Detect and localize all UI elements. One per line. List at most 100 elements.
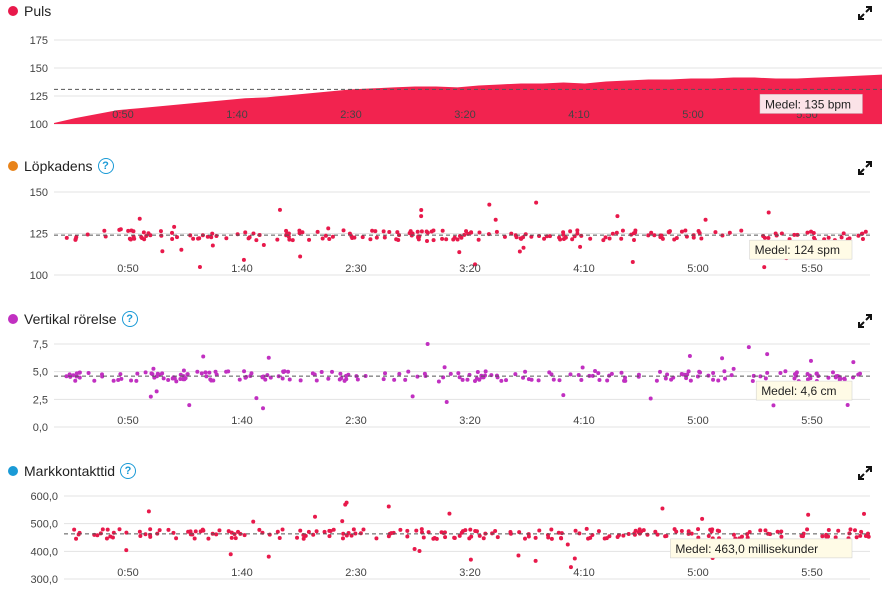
data-point — [688, 378, 693, 383]
data-point — [419, 214, 424, 219]
chart-vert: 7,5 5,0 2,5 0,0 0:50 1:40 2:30 3:20 4:10 5:00 5:50… — [33, 339, 870, 434]
data-point — [456, 371, 461, 376]
data-point — [667, 229, 672, 234]
data-point — [516, 553, 521, 558]
data-point — [307, 237, 312, 242]
data-point — [74, 536, 79, 541]
data-point — [841, 231, 846, 236]
data-point — [349, 533, 354, 538]
data-point — [626, 532, 631, 537]
help-icon[interactable]: ? — [97, 158, 114, 174]
data-point — [268, 375, 273, 380]
data-point — [565, 542, 570, 547]
data-point — [242, 369, 247, 374]
data-point — [632, 531, 637, 536]
data-point — [143, 370, 148, 375]
x-tick-label: 5:50 — [801, 263, 822, 275]
data-point — [368, 237, 373, 242]
data-point — [338, 371, 343, 376]
expand-icon[interactable] — [858, 161, 872, 175]
panel-title: Löpkadens — [24, 158, 93, 174]
data-point — [534, 200, 539, 205]
expand-icon[interactable] — [858, 314, 872, 328]
x-tick-label: 1:40 — [231, 415, 252, 427]
data-point — [805, 377, 810, 382]
data-point — [851, 360, 856, 365]
data-point — [358, 531, 363, 536]
data-point — [187, 403, 192, 408]
data-point — [536, 378, 541, 383]
y-tick-label: 125 — [30, 229, 48, 241]
series-dot — [8, 161, 18, 171]
average-label-box — [670, 538, 853, 559]
data-point — [331, 527, 336, 532]
data-point — [111, 378, 116, 383]
y-tick-label: 0,0 — [33, 422, 48, 434]
data-point — [146, 509, 151, 514]
data-point — [533, 558, 538, 563]
data-point — [205, 234, 210, 239]
data-point — [148, 534, 153, 539]
data-point — [579, 378, 584, 383]
data-point — [691, 235, 696, 240]
data-point — [547, 234, 552, 239]
data-point — [722, 369, 727, 374]
data-point — [689, 531, 694, 536]
data-point — [517, 249, 522, 254]
panel-title: Puls — [24, 3, 52, 19]
help-icon[interactable]: ? — [120, 463, 137, 479]
series-dot — [8, 314, 18, 324]
data-point — [700, 516, 705, 521]
data-point — [542, 236, 547, 241]
data-point — [568, 372, 573, 377]
data-point — [857, 371, 862, 376]
data-point — [596, 371, 601, 376]
data-point — [370, 228, 375, 233]
data-point — [281, 370, 286, 375]
data-point — [444, 237, 449, 242]
data-point — [181, 368, 186, 373]
data-point — [71, 373, 76, 378]
data-point — [557, 378, 562, 383]
data-point — [412, 547, 417, 552]
expand-icon[interactable] — [858, 466, 872, 480]
data-point — [460, 377, 465, 382]
data-point — [590, 373, 595, 378]
y-tick-label: 150 — [30, 187, 48, 199]
data-point — [575, 228, 580, 233]
data-point — [794, 370, 799, 375]
data-point — [214, 233, 219, 238]
data-point — [459, 235, 464, 240]
data-point — [442, 365, 447, 370]
data-point — [257, 527, 262, 532]
data-point — [455, 237, 460, 242]
data-point — [826, 235, 831, 240]
data-point — [750, 379, 755, 384]
data-point — [301, 536, 306, 541]
data-point — [323, 233, 328, 238]
data-point — [100, 374, 105, 379]
data-point — [685, 372, 690, 377]
data-point — [77, 370, 82, 375]
data-point — [615, 214, 620, 219]
data-point — [739, 534, 744, 539]
help-icon[interactable]: ? — [121, 311, 138, 327]
data-point — [246, 236, 251, 241]
data-point — [826, 534, 831, 539]
expand-icon[interactable] — [858, 6, 872, 20]
data-point — [315, 229, 320, 234]
panel-header: Löpkadens ? — [8, 155, 114, 177]
data-point — [487, 202, 492, 207]
data-point — [306, 529, 311, 534]
data-point — [680, 372, 685, 377]
data-point — [386, 504, 391, 509]
average-label: Medel: 463,0 millisekunder — [675, 542, 818, 556]
data-point — [313, 514, 318, 519]
data-point — [419, 229, 424, 234]
data-point — [729, 373, 734, 378]
data-point — [440, 236, 445, 241]
data-point — [297, 228, 302, 233]
data-point — [537, 234, 542, 239]
data-point — [197, 264, 202, 269]
data-point — [605, 378, 610, 383]
